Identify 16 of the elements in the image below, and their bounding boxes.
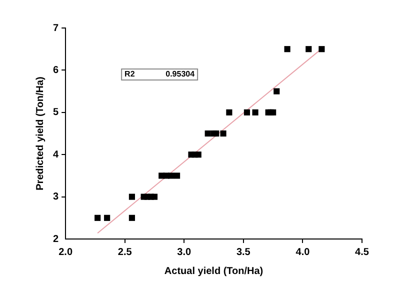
x-tick-label: 3.5 (236, 246, 251, 258)
annotation: 0.95304 (166, 70, 196, 79)
x-tick-label: 4.5 (355, 246, 370, 258)
y-tick-label: 3 (53, 192, 59, 203)
x-axis-title: Actual yield (Ton/Ha) (164, 266, 264, 277)
y-tick-label: 2 (53, 234, 59, 245)
y-tick-label: 7 (53, 22, 59, 34)
x-tick-label: 3.0 (177, 246, 192, 258)
x-tick-label: 2.0 (58, 246, 73, 258)
y-tick-label: 4 (53, 149, 59, 160)
x-tick-label: 2.5 (118, 246, 132, 258)
y-axis-title: Predicted yield (Ton/Ha) (34, 76, 46, 190)
annotation: R2 (124, 70, 136, 79)
y-tick-label: 5 (53, 107, 59, 118)
x-tick-label: 4.0 (296, 246, 310, 258)
y-tick-label: 6 (53, 64, 59, 76)
